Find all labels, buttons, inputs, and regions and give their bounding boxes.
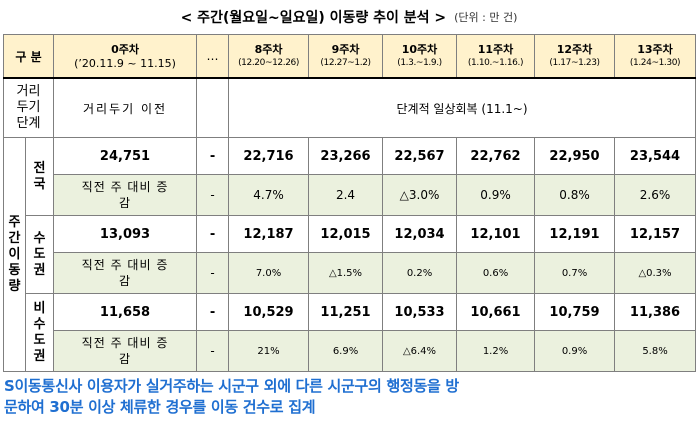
change-cell: △6.4%	[382, 330, 458, 372]
change-cell: 0.8%	[534, 174, 616, 216]
value-cell: 22,567	[382, 137, 458, 175]
value-cell: 11,658	[53, 293, 198, 331]
header-category: 구 분	[2, 34, 55, 79]
region-label: 수 도 권	[24, 215, 55, 294]
value-cell: 12,191	[534, 215, 616, 253]
header-ellipsis: …	[196, 34, 230, 79]
change-cell: 1.2%	[456, 330, 536, 372]
change-cell: 4.7%	[228, 174, 310, 216]
stage-before: 거리두기 이전	[53, 77, 198, 138]
region-label: 비 수 도 권	[24, 293, 55, 372]
header-week-8: 8주차 (12.20~12.26)	[228, 34, 310, 79]
header-week-9: 9주차 (12.27~1.2)	[308, 34, 384, 79]
region-label: 전 국	[24, 137, 55, 216]
value-cell: 11,386	[614, 293, 697, 331]
table-row: 직전 주 대비 증 감 - 4.7% 2.4 △3.0% 0.9% 0.8% 2…	[3, 174, 697, 216]
header-week-11: 11주차 (1.10.~1.16.)	[456, 34, 536, 79]
stage-gap	[196, 77, 230, 138]
value-cell: 11,251	[308, 293, 384, 331]
unit-note: (단위 : 만 건)	[454, 11, 518, 24]
change-cell: △0.3%	[614, 252, 697, 294]
value-cell: 10,529	[228, 293, 310, 331]
footnote: S이동통신사 이용자가 실거주하는 시군구 외에 다른 시군구의 행정동을 방 …	[4, 377, 459, 416]
change-cell: 0.7%	[534, 252, 616, 294]
table-row: 주 간 이 동 량 전 국 24,751 - 22,716 23,266 22,…	[3, 137, 697, 372]
value-cell: 22,950	[534, 137, 616, 175]
change-label: 직전 주 대비 증 감	[53, 330, 198, 372]
header-week-12: 12주차 (1.17~1.23)	[534, 34, 616, 79]
value-cell: 12,101	[456, 215, 536, 253]
change-cell: -	[196, 330, 230, 372]
change-cell: △1.5%	[308, 252, 384, 294]
header-week-10: 10주차 (1.3.~1.9.)	[382, 34, 458, 79]
header-row: 구 분 0주차 (’20.11.9 ~ 11.15) … 8주차 (12.20~1…	[2, 34, 697, 79]
value-cell: 23,544	[614, 137, 697, 175]
header-week-0: 0주차 (’20.11.9 ~ 11.15)	[53, 34, 198, 79]
table-title: < 주간(월요일~일요일) 이동량 추이 분석 > (단위 : 만 건)	[0, 0, 698, 34]
change-cell: 0.9%	[534, 330, 616, 372]
side-label: 주 간 이 동 량	[3, 137, 26, 372]
change-cell: 5.8%	[614, 330, 697, 372]
value-cell: -	[196, 293, 230, 331]
change-cell: 2.4	[308, 174, 384, 216]
table-row: 직전 주 대비 증 감 - 21% 6.9% △6.4% 1.2% 0.9% 5…	[3, 330, 697, 372]
title-text: < 주간(월요일~일요일) 이동량 추이 분석 >	[180, 10, 447, 26]
change-cell: 0.9%	[456, 174, 536, 216]
change-cell: 21%	[228, 330, 310, 372]
value-cell: -	[196, 215, 230, 253]
change-cell: △3.0%	[382, 174, 458, 216]
table-row: 수 도 권 13,093 - 12,187 12,015 12,034 12,1…	[4, 215, 697, 294]
value-cell: 12,015	[308, 215, 384, 253]
stage-after: 단계적 일상회복 (11.1~)	[228, 77, 697, 138]
header-week-13: 13주차 (1.24~1.30)	[614, 34, 697, 79]
value-cell: 24,751	[53, 137, 198, 175]
value-cell: 22,762	[456, 137, 536, 175]
table-row: 비 수 도 권 11,658 - 10,529 11,251 10,533 10…	[4, 293, 697, 372]
value-cell: 12,034	[382, 215, 458, 253]
value-cell: 23,266	[308, 137, 384, 175]
value-cell: 13,093	[53, 215, 198, 253]
change-cell: -	[196, 252, 230, 294]
mobility-table: 구 분 0주차 (’20.11.9 ~ 11.15) … 8주차 (12.20~1…	[2, 34, 697, 372]
value-cell: 12,187	[228, 215, 310, 253]
stage-row: 거리 두기 단계 거리두기 이전 단계적 일상회복 (11.1~)	[2, 77, 697, 138]
value-cell: 22,716	[228, 137, 310, 175]
change-cell: 6.9%	[308, 330, 384, 372]
change-cell: 2.6%	[614, 174, 697, 216]
change-cell: 0.2%	[382, 252, 458, 294]
value-cell: -	[196, 137, 230, 175]
value-cell: 10,661	[456, 293, 536, 331]
table-row: 직전 주 대비 증 감 - 7.0% △1.5% 0.2% 0.6% 0.7% …	[3, 252, 697, 294]
change-label: 직전 주 대비 증 감	[53, 252, 198, 294]
stage-label: 거리 두기 단계	[2, 77, 55, 138]
value-cell: 10,759	[534, 293, 616, 331]
value-cell: 10,533	[382, 293, 458, 331]
change-cell: 0.6%	[456, 252, 536, 294]
change-label: 직전 주 대비 증 감	[53, 174, 198, 216]
change-cell: 7.0%	[228, 252, 310, 294]
value-cell: 12,157	[614, 215, 697, 253]
change-cell: -	[196, 174, 230, 216]
